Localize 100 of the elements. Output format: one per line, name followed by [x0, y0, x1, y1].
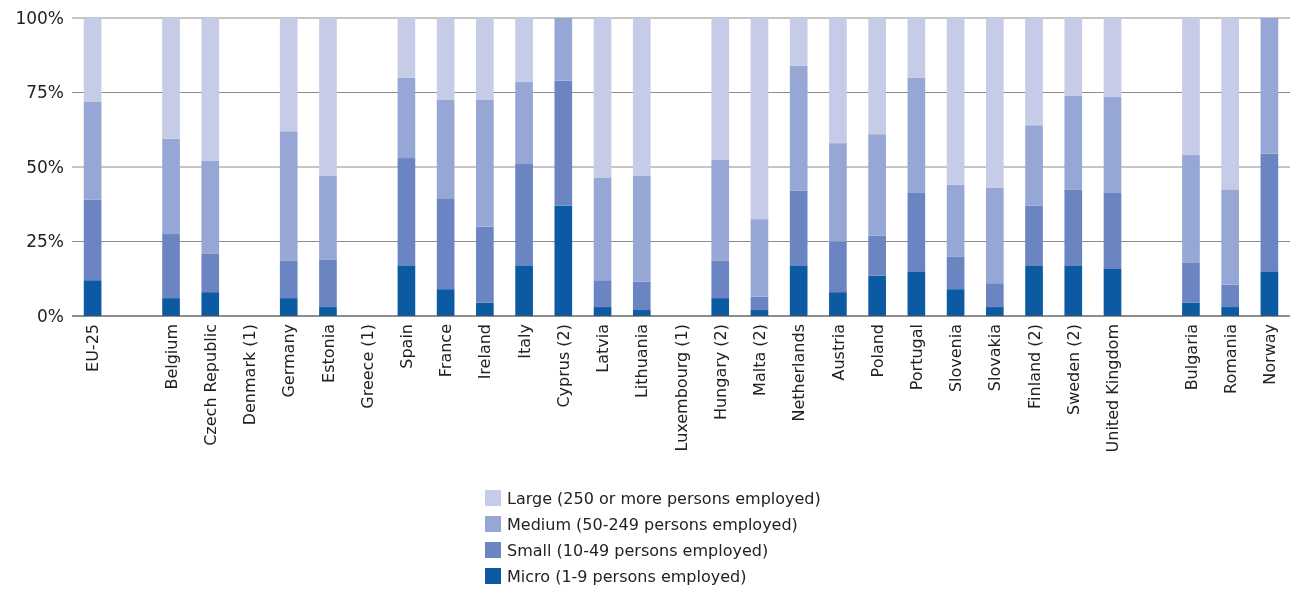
x-tick-label: Austria	[828, 324, 848, 381]
x-tick-label: Latvia	[593, 324, 613, 373]
bar	[83, 280, 102, 316]
bar	[829, 241, 847, 293]
bar	[789, 65, 808, 191]
bar	[711, 159, 730, 261]
legend-label: Medium (50-249 persons employed)	[507, 514, 798, 534]
x-tick-label: Estonia	[318, 324, 338, 383]
bar	[1064, 265, 1083, 316]
bar	[1103, 18, 1122, 97]
bar	[1260, 153, 1279, 272]
bar	[1182, 155, 1200, 263]
x-tick-label: EU-25	[83, 324, 103, 372]
bar	[829, 18, 847, 144]
bar	[279, 260, 298, 299]
bar	[436, 289, 455, 316]
bar	[1221, 284, 1239, 308]
bar	[829, 292, 847, 316]
bar	[83, 199, 102, 281]
bar	[632, 175, 651, 282]
bar	[436, 18, 455, 100]
bar	[907, 77, 926, 193]
bar	[1221, 307, 1239, 316]
bar	[1182, 302, 1200, 316]
bar	[711, 18, 730, 160]
bar	[515, 18, 533, 83]
bar	[279, 131, 298, 261]
x-tick-label: Hungary (2)	[710, 324, 730, 421]
bar	[1064, 189, 1083, 266]
bar	[593, 18, 612, 178]
bar	[1025, 265, 1043, 316]
bar	[868, 18, 886, 135]
bar	[397, 265, 416, 316]
bar	[554, 80, 573, 206]
bar	[907, 192, 926, 272]
bar	[201, 161, 220, 254]
bar	[319, 259, 337, 308]
bar	[907, 18, 926, 78]
bar	[868, 134, 886, 236]
bar	[554, 205, 573, 316]
bar	[985, 187, 1004, 284]
x-tick-label: Greece (1)	[357, 324, 377, 409]
bar	[750, 18, 769, 220]
x-tick-label: Bulgaria	[1181, 324, 1201, 391]
bar	[201, 292, 220, 316]
bar	[319, 18, 337, 176]
bar	[985, 283, 1004, 308]
bar	[1221, 189, 1239, 285]
bar	[162, 18, 180, 139]
bar	[279, 298, 298, 316]
bar	[632, 18, 651, 176]
y-tick-label: 50%	[26, 156, 64, 177]
bar	[985, 307, 1004, 316]
bar	[946, 256, 965, 290]
bar	[711, 260, 730, 299]
bar	[1221, 18, 1239, 190]
x-tick-label: Slovenia	[946, 324, 966, 393]
bar	[1260, 271, 1279, 316]
y-tick-label: 0%	[37, 305, 64, 326]
bar	[593, 280, 612, 308]
bar	[83, 101, 102, 200]
x-tick-label: Sweden (2)	[1063, 324, 1083, 415]
bar	[1260, 18, 1279, 154]
x-tick-label: Slovakia	[985, 324, 1005, 392]
y-tick-label: 25%	[26, 231, 64, 252]
bar	[868, 275, 886, 316]
bar	[397, 18, 416, 78]
x-tick-label: Germany	[279, 324, 299, 398]
x-tick-label: Luxembourg (1)	[671, 324, 691, 452]
bar	[632, 281, 651, 311]
bar	[1064, 95, 1083, 190]
bar	[397, 77, 416, 159]
bar	[711, 298, 730, 316]
bar	[1103, 192, 1122, 269]
legend-label: Micro (1-9 persons employed)	[507, 566, 747, 586]
bar	[789, 265, 808, 316]
bar	[515, 82, 533, 165]
bar	[397, 158, 416, 266]
bar	[319, 307, 337, 316]
bar	[476, 226, 494, 303]
y-tick-label: 100%	[15, 7, 64, 28]
x-tick-label: Spain	[397, 324, 417, 369]
bar	[436, 99, 455, 199]
x-tick-label: Netherlands	[789, 324, 809, 422]
x-tick-label: France	[436, 324, 456, 378]
bar	[946, 18, 965, 185]
bar	[1182, 18, 1200, 156]
bar	[985, 18, 1004, 188]
legend-label: Large (250 or more persons employed)	[507, 488, 821, 508]
bar	[1025, 205, 1043, 266]
bar	[476, 302, 494, 316]
bar	[789, 190, 808, 266]
x-tick-label: Czech Republic	[200, 324, 220, 446]
bar	[436, 198, 455, 290]
x-tick-label: Malta (2)	[750, 324, 770, 396]
bar	[829, 143, 847, 242]
x-tick-label: Ireland	[475, 324, 495, 380]
bar	[162, 234, 180, 299]
y-tick-label: 75%	[26, 82, 64, 103]
x-tick-label: Cyprus (2)	[553, 324, 573, 408]
